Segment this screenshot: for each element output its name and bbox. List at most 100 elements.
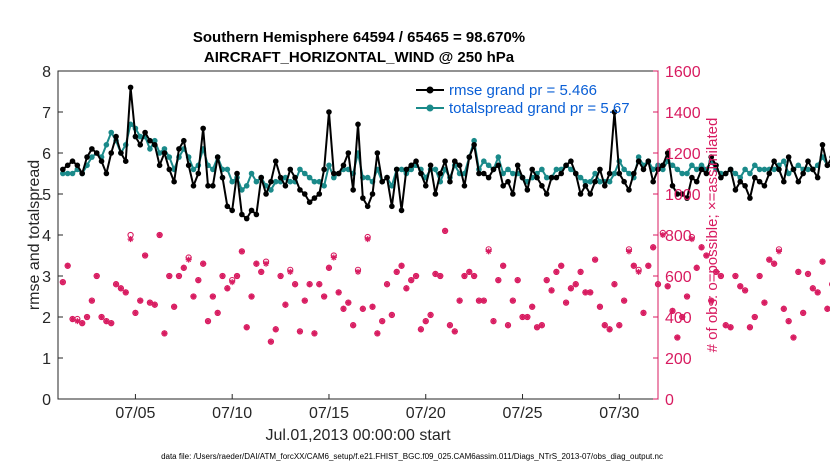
rmse-point (166, 166, 173, 173)
rmse-point (306, 199, 313, 205)
totalspread-point (568, 166, 574, 173)
obs-assimilated-point (684, 293, 691, 300)
rmse-point (355, 121, 361, 128)
obs-assimilated-point (645, 262, 652, 269)
y-right-tick-label: 1000 (665, 187, 701, 204)
rmse-point (374, 150, 381, 156)
obs-assimilated-point (553, 268, 560, 275)
rmse-point (626, 187, 632, 193)
obs-assimilated-point (471, 273, 478, 279)
footer-data-file: data file: /Users/raeder/DAI/ATM_forcXX/… (161, 452, 663, 461)
totalspread-point (626, 170, 632, 177)
y-right-tick-label: 0 (665, 392, 674, 409)
rmse-point (151, 142, 158, 148)
obs-assimilated-point (427, 311, 434, 318)
rmse-point (713, 162, 719, 169)
obs-assimilated-point (180, 264, 187, 271)
obs-assimilated-point (485, 248, 492, 255)
totalspread-point (795, 162, 802, 169)
rmse-point (747, 195, 753, 201)
obs-assimilated-point (422, 318, 429, 325)
rmse-point (471, 142, 477, 148)
rmse-point (693, 178, 700, 185)
obs-assimilated-point (795, 268, 802, 275)
obs-assimilated-point (495, 277, 502, 284)
obs-assimilated-point (766, 256, 773, 263)
obs-assimilated-point (316, 281, 323, 288)
obs-assimilated-point (205, 318, 211, 325)
rmse-point (229, 207, 235, 214)
totalspread-point (635, 154, 642, 160)
totalspread-point (151, 137, 158, 144)
rmse-point (727, 166, 734, 173)
totalspread-point (253, 178, 260, 185)
totalspread-point (747, 170, 753, 177)
rmse-point (108, 150, 115, 156)
rmse-point (335, 170, 342, 177)
obs-assimilated-point (442, 227, 449, 234)
obs-assimilated-point (809, 285, 816, 292)
rmse-point (592, 178, 598, 185)
totalspread-point (592, 170, 598, 177)
rmse-point (461, 183, 468, 189)
y-axis-right: 0 200 400 600 800 1000 1200 1400 1600 (653, 64, 701, 409)
rmse-point (737, 178, 744, 185)
rmse-point (156, 162, 163, 169)
obs-assimilated-point (621, 297, 628, 304)
rmse-point (795, 178, 802, 185)
rmse-point (268, 178, 274, 185)
obs-assimilated-point (311, 330, 318, 337)
obs-assimilated-point (775, 248, 782, 255)
rmse-point (505, 178, 511, 185)
rmse-point (379, 178, 385, 185)
rmse-point (514, 162, 521, 169)
obs-assimilated-point (780, 305, 787, 312)
totalspread-point (751, 162, 758, 169)
rmse-point (601, 183, 608, 189)
obs-assimilated-point (161, 330, 168, 337)
obs-assimilated-point (301, 297, 308, 304)
x-tick-label: 07/10 (212, 405, 252, 422)
rmse-point (190, 183, 197, 189)
totalspread-point (190, 166, 197, 173)
rmse-point (819, 142, 826, 148)
rmse-point (539, 183, 545, 189)
rmse-point (364, 203, 371, 210)
rmse-point (64, 162, 71, 169)
obs-assimilated-point (388, 311, 395, 318)
totalspread-line (62, 123, 830, 191)
x-axis-label: Jul.01,2013 00:00:00 start (265, 427, 451, 444)
obs-assimilated-point (272, 326, 279, 333)
rmse-point (500, 183, 506, 189)
totalspread-point (485, 162, 492, 169)
totalspread-point (321, 183, 327, 189)
obs-assimilated-point (616, 322, 623, 329)
totalspread-point (210, 166, 216, 173)
legend-rmse-label: rmse grand pr = 5.466 (449, 82, 597, 99)
rmse-point (142, 129, 148, 136)
obs-assimilated-point (417, 326, 424, 333)
rmse-point (69, 158, 76, 164)
obs-assimilated-point (359, 305, 366, 312)
rmse-point (766, 170, 773, 177)
totalspread-point (108, 129, 115, 136)
rmse-point (481, 170, 487, 177)
totalspread-point (771, 166, 777, 173)
chart-title-line1: Southern Hemisphere 64594 / 65465 = 98.6… (193, 29, 525, 46)
obs-assimilated-point (364, 236, 371, 243)
obs-assimilated-point (717, 273, 724, 279)
obs-assimilated-point (263, 260, 270, 267)
obs-assimilated-point (151, 301, 158, 308)
rmse-point (432, 191, 439, 197)
rmse-point (321, 166, 327, 173)
obs-assimilated-point (437, 273, 444, 279)
totalspread-point (471, 137, 477, 144)
obs-assimilated-point (592, 256, 599, 263)
rmse-point (345, 150, 352, 156)
obs-assimilated-point (248, 293, 255, 300)
rmse-point (650, 178, 656, 185)
obs-assimilated-point (819, 258, 826, 265)
obs-assimilated-point (480, 297, 487, 304)
totalspread-point (669, 162, 676, 169)
obs-assimilated-point (175, 273, 182, 279)
